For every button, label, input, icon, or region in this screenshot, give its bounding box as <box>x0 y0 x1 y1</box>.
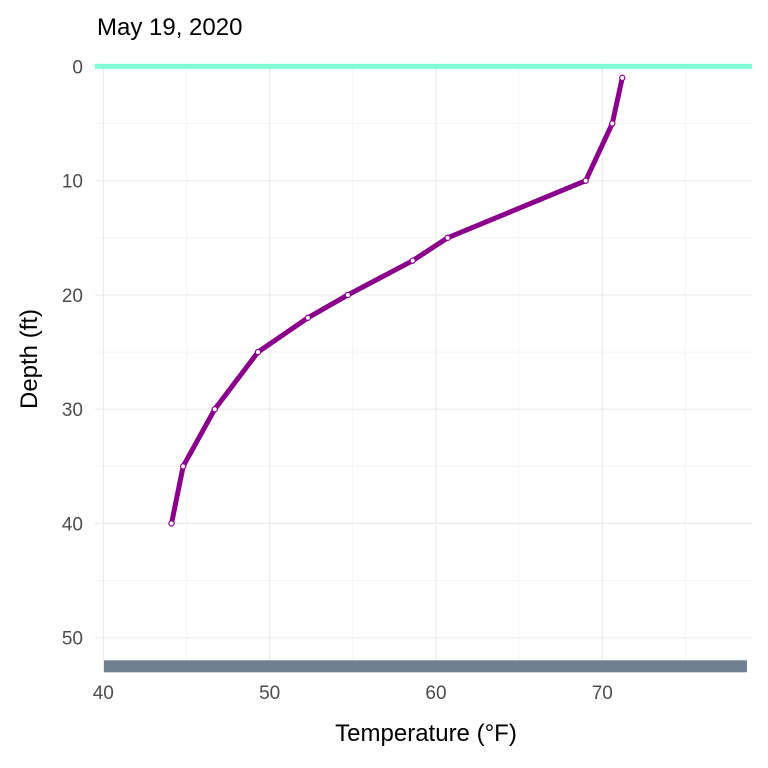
x-tick-label: 50 <box>259 683 280 704</box>
y-tick-label: 0 <box>72 57 83 78</box>
series-line-segment <box>345 258 416 298</box>
data-point <box>619 74 626 82</box>
data-point <box>444 234 451 242</box>
series-line-segment <box>583 121 615 184</box>
series-line-segment <box>212 349 261 412</box>
data-point <box>409 257 416 264</box>
series-points <box>168 74 626 527</box>
data-point <box>254 348 262 356</box>
series-line-segment <box>609 75 625 127</box>
series-line-segment <box>305 292 351 321</box>
data-point <box>344 291 352 299</box>
x-tick-label: 60 <box>425 683 446 704</box>
y-tick-label: 20 <box>62 286 83 307</box>
series-lines <box>169 75 625 526</box>
y-tick-labels: 0 10 20 30 40 50 <box>62 57 83 649</box>
series-line-segment <box>445 178 589 241</box>
data-point <box>168 520 175 527</box>
y-tick-label: 30 <box>62 400 83 421</box>
x-tick-labels: 40 50 60 70 <box>93 683 613 704</box>
lake-bottom-band <box>104 660 747 673</box>
minor-gridlines <box>95 63 752 672</box>
chart-title: May 19, 2020 <box>97 14 242 41</box>
series-line-segment <box>410 235 451 264</box>
series-line-segment <box>169 463 186 526</box>
y-tick-label: 50 <box>62 629 83 650</box>
data-point <box>609 120 616 127</box>
series-line-segment <box>180 406 218 469</box>
data-point <box>304 314 312 321</box>
data-point <box>179 463 187 470</box>
y-tick-label: 10 <box>62 172 83 193</box>
data-point <box>211 406 218 413</box>
series-line-segment <box>255 315 311 355</box>
x-tick-label: 40 <box>93 683 114 704</box>
y-axis-title: Depth (ft) <box>16 309 43 409</box>
data-point <box>582 177 589 184</box>
x-tick-label: 70 <box>592 683 613 704</box>
y-tick-label: 40 <box>62 514 83 535</box>
x-axis-title: Temperature (°F) <box>335 720 517 747</box>
